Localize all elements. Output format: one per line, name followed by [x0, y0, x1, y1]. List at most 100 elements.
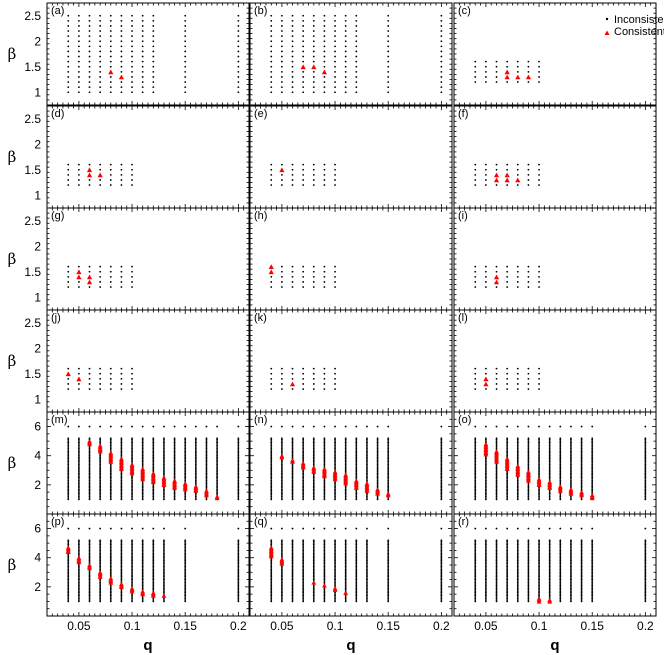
inconsistent-point — [366, 425, 368, 428]
inconsistent-point — [109, 367, 112, 370]
consistent-point — [87, 438, 92, 444]
panel-frame — [249, 411, 453, 515]
inconsistent-point — [291, 270, 294, 273]
inconsistent-point — [387, 478, 390, 480]
inconsistent-point — [109, 473, 112, 476]
inconsistent-point — [88, 597, 91, 600]
inconsistent-point — [334, 163, 336, 166]
inconsistent-point — [376, 472, 379, 475]
inconsistent-point — [77, 76, 80, 78]
inconsistent-point — [173, 476, 176, 479]
consistent-points — [483, 441, 595, 501]
inconsistent-point — [280, 60, 283, 63]
inconsistent-point — [280, 25, 283, 27]
inconsistent-point — [88, 467, 91, 470]
inconsistent-point — [312, 492, 315, 495]
inconsistent-point — [88, 465, 91, 467]
inconsistent-point — [355, 467, 358, 470]
inconsistent-point — [323, 459, 326, 461]
inconsistent-point — [570, 440, 572, 443]
consistent-point — [525, 74, 532, 80]
inconsistent-point — [580, 448, 583, 451]
inconsistent-point — [366, 437, 368, 440]
inconsistent-point — [270, 467, 273, 470]
inconsistent-point — [131, 486, 133, 489]
inconsistent-point — [67, 540, 70, 543]
inconsistent-point — [109, 596, 112, 598]
inconsistent-point — [184, 447, 187, 450]
inconsistent-point — [184, 448, 187, 451]
inconsistent-point — [131, 558, 133, 561]
inconsistent-point — [474, 173, 477, 176]
inconsistent-point — [527, 460, 530, 463]
consistent-points — [493, 172, 521, 183]
inconsistent-point — [270, 70, 273, 73]
inconsistent-point — [516, 372, 519, 375]
inconsistent-point — [67, 553, 70, 556]
inconsistent-point — [99, 561, 102, 563]
inconsistent-point — [548, 437, 551, 440]
inconsistent-point — [237, 438, 240, 441]
inconsistent-point — [591, 459, 594, 461]
inconsistent-point — [99, 559, 102, 562]
inconsistent-point — [152, 497, 155, 499]
inconsistent-point — [131, 542, 133, 545]
inconsistent-point — [194, 470, 197, 473]
inconsistent-point — [644, 454, 647, 457]
inconsistent-point — [344, 467, 347, 470]
inconsistent-point — [548, 466, 551, 469]
inconsistent-point — [538, 466, 540, 469]
inconsistent-point — [355, 462, 358, 464]
inconsistent-point — [495, 425, 498, 428]
inconsistent-point — [280, 91, 283, 94]
inconsistent-point — [77, 588, 80, 591]
inconsistent-point — [291, 467, 294, 470]
consistent-points — [108, 69, 125, 80]
inconsistent-point — [376, 438, 379, 441]
inconsistent-point — [323, 446, 326, 448]
inconsistent-point — [506, 479, 509, 482]
inconsistent-point — [387, 45, 390, 48]
inconsistent-point — [527, 486, 530, 489]
consistent-points — [268, 264, 274, 275]
inconsistent-point — [344, 86, 347, 89]
inconsistent-point — [99, 76, 102, 78]
inconsistent-point — [323, 492, 326, 495]
inconsistent-point — [516, 437, 519, 440]
inconsistent-point — [280, 55, 283, 58]
inconsistent-point — [440, 479, 443, 482]
inconsistent-point — [88, 55, 91, 58]
inconsistent-point — [474, 475, 477, 478]
inconsistent-point — [120, 489, 123, 492]
inconsistent-point — [173, 457, 176, 460]
inconsistent-point — [109, 597, 112, 600]
inconsistent-point — [109, 377, 112, 380]
inconsistent-point — [559, 462, 562, 464]
inconsistent-point — [173, 492, 176, 495]
inconsistent-point — [344, 50, 347, 53]
inconsistent-point — [366, 470, 368, 473]
inconsistent-point — [495, 438, 498, 441]
inconsistent-point — [644, 460, 647, 463]
inconsistent-point — [484, 459, 487, 461]
inconsistent-point — [387, 469, 390, 472]
inconsistent-point — [77, 545, 80, 547]
inconsistent-point — [644, 425, 647, 428]
inconsistent-point — [88, 588, 91, 591]
inconsistent-point — [270, 30, 273, 32]
inconsistent-point — [99, 465, 102, 467]
inconsistent-point — [344, 70, 347, 73]
inconsistent-point — [184, 91, 187, 94]
inconsistent-point — [109, 14, 112, 17]
inconsistent-point — [387, 446, 390, 448]
inconsistent-point — [355, 494, 358, 496]
inconsistent-point — [163, 492, 165, 495]
consistent-point — [86, 279, 93, 285]
inconsistent-point — [591, 489, 594, 492]
inconsistent-point — [312, 491, 315, 494]
inconsistent-point — [334, 25, 336, 27]
inconsistent-point — [291, 447, 294, 450]
inconsistent-point — [474, 488, 477, 491]
inconsistent-point — [291, 448, 294, 451]
inconsistent-point — [474, 275, 477, 278]
